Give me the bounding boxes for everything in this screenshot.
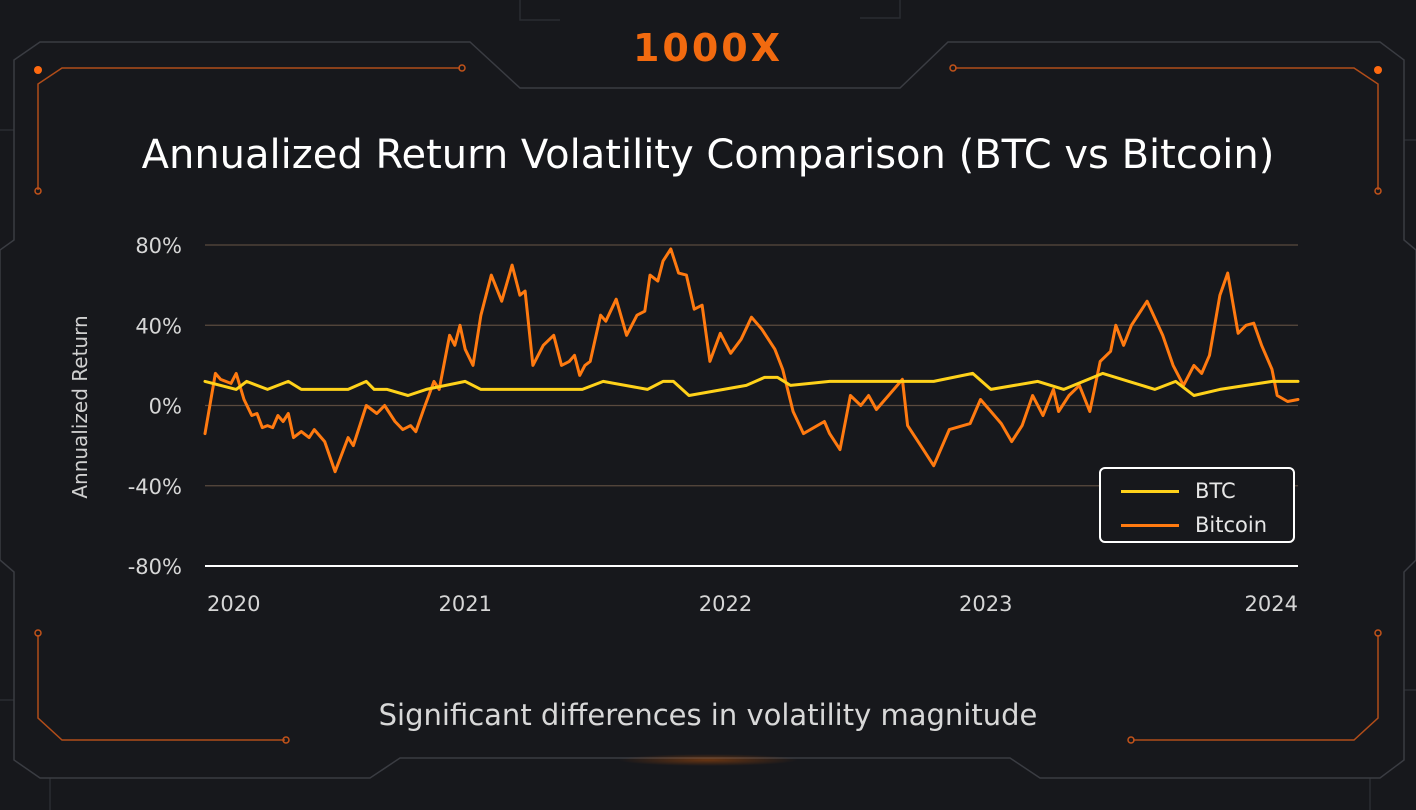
legend-swatch-bitcoin	[1121, 523, 1179, 527]
legend-label-bitcoin: Bitcoin	[1195, 513, 1268, 537]
legend-item-bitcoin: Bitcoin	[1121, 508, 1267, 542]
brand-logo: 1000X	[632, 26, 784, 70]
legend-item-btc: BTC	[1121, 474, 1236, 508]
x-tick-label: 2021	[439, 592, 492, 616]
series-line-bitcoin	[203, 247, 1300, 474]
x-tick-labels: 2020 2021 2022 2023 2024	[207, 592, 1298, 616]
y-tick-label: 40%	[135, 314, 182, 338]
x-tick-label: 2022	[699, 592, 752, 616]
x-tick-label: 2020	[207, 592, 260, 616]
series-lines	[203, 247, 1300, 474]
x-tick-label: 2024	[1245, 592, 1298, 616]
y-tick-label: -40%	[128, 475, 182, 499]
y-tick-label: 0%	[149, 395, 182, 419]
legend-swatch-btc	[1121, 489, 1179, 493]
y-tick-label: 80%	[135, 234, 182, 258]
chart-legend: BTC Bitcoin	[1099, 467, 1295, 543]
chart-subtitle: Significant differences in volatility ma…	[378, 698, 1038, 732]
y-tick-label: -80%	[128, 555, 182, 579]
y-tick-labels: 80% 40% 0% -40% -80%	[128, 234, 182, 579]
x-tick-label: 2023	[959, 592, 1012, 616]
chart-title: Annualized Return Volatility Comparison …	[141, 132, 1275, 178]
series-line-btc	[203, 371, 1300, 397]
legend-label-btc: BTC	[1195, 479, 1236, 503]
